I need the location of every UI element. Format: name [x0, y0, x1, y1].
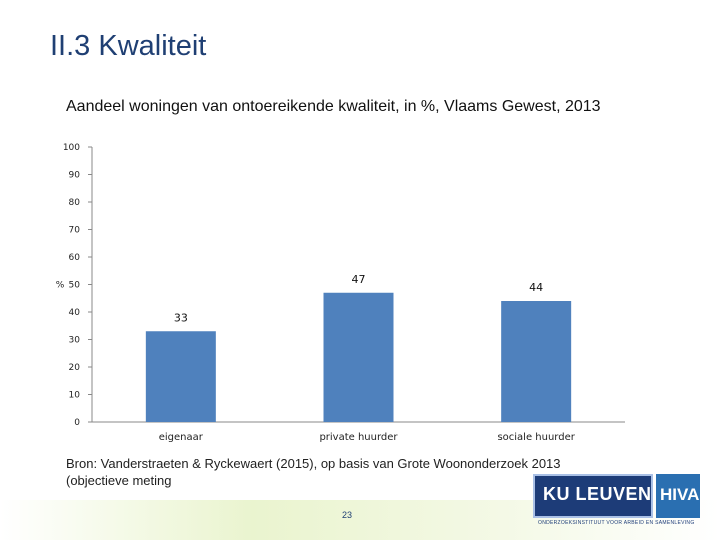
y-tick-label: 60 [69, 253, 81, 263]
y-axis-label: % [56, 281, 65, 291]
page-number: 23 [342, 510, 353, 520]
x-tick-label-1: private huurder [319, 432, 398, 443]
ku-leuven-logo-text: KU LEUVEN [543, 484, 652, 504]
y-tick-label: 0 [74, 418, 80, 428]
bar-1 [323, 292, 394, 422]
data-label-2: 44 [529, 281, 543, 294]
y-tick-label: 20 [69, 363, 81, 373]
bar-0 [145, 331, 216, 422]
slide-title: II.3 Kwaliteit [50, 30, 207, 62]
y-tick-label: 30 [69, 336, 81, 346]
data-label-1: 47 [352, 273, 366, 286]
bar-2 [501, 301, 572, 422]
data-label-0: 33 [174, 311, 188, 324]
x-tick-label-2: sociale huurder [497, 432, 575, 443]
y-tick-label: 40 [69, 308, 81, 318]
y-tick-label: 80 [69, 198, 81, 208]
hiva-logo: HIVA [656, 474, 700, 518]
x-tick-label-0: eigenaar [159, 432, 204, 443]
hiva-logo-text: HIVA [660, 485, 700, 504]
source-note: Bron: Vanderstraeten & Ryckewaert (2015)… [66, 456, 561, 488]
y-tick-label: 70 [69, 226, 81, 236]
y-tick-label: 10 [69, 391, 81, 401]
ku-leuven-logo: KU LEUVEN [533, 474, 653, 518]
chart-title: Aandeel woningen van ontoereikende kwali… [66, 98, 601, 115]
y-tick-label: 100 [63, 143, 80, 153]
y-tick-label: 50 [69, 281, 81, 291]
logo-tagline: ONDERZOEKSINSTITUUT VOOR ARBEID EN SAMEN… [538, 520, 695, 526]
y-tick-label: 90 [69, 171, 81, 181]
